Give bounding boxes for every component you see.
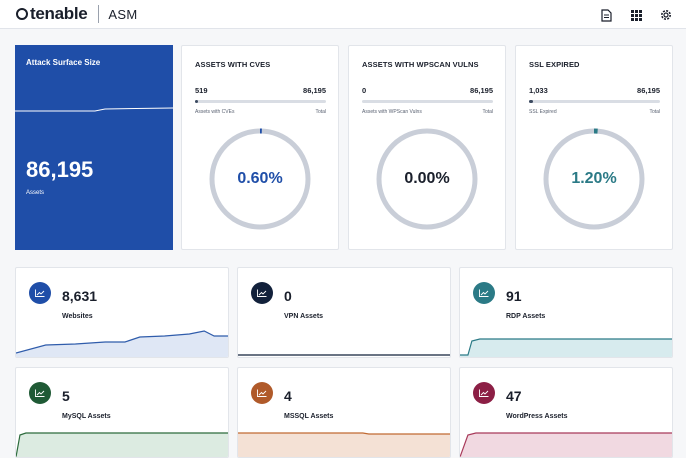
attack-surface-sparkline	[15, 107, 173, 112]
metric-label: VPN Assets	[284, 313, 324, 320]
progress-fill	[529, 100, 533, 103]
count-value: 519	[195, 86, 208, 95]
rdp-sparkline	[460, 338, 672, 357]
chart-icon	[251, 382, 273, 404]
metric-label: RDP Assets	[506, 313, 546, 320]
grid-icon[interactable]	[628, 7, 644, 23]
card-title: ASSETS WITH WPSCAN VULNS	[362, 60, 479, 69]
card-title: SSL EXPIRED	[529, 60, 580, 69]
attack-surface-sublabel: Assets	[26, 190, 45, 196]
total-value: 86,195	[303, 86, 326, 95]
product-name: ASM	[108, 6, 138, 22]
total-label: Total	[315, 109, 326, 115]
top-bar: tenable ASM	[0, 0, 686, 29]
chart-icon	[473, 282, 495, 304]
percentage-donut: 0.00%	[374, 126, 480, 232]
mssql-assets-card[interactable]: 4 MSSQL Assets	[237, 367, 451, 458]
logo-ring-icon	[16, 8, 28, 20]
metric-label: Websites	[62, 313, 93, 320]
websites-card[interactable]: 8,631 Websites	[15, 267, 229, 358]
chart-icon	[251, 282, 273, 304]
document-icon[interactable]	[598, 7, 614, 23]
attack-surface-card[interactable]: Attack Surface Size 86,195 Assets	[15, 45, 173, 250]
assets-with-wpscan-card[interactable]: ASSETS WITH WPSCAN VULNS 0 86,195 Assets…	[348, 45, 506, 250]
count-label: Assets with WPScan Vulns	[362, 109, 422, 115]
percentage-value: 0.60%	[237, 170, 283, 187]
progress-track	[195, 100, 326, 103]
metric-label: MySQL Assets	[62, 413, 111, 420]
count-value: 0	[362, 86, 367, 95]
chart-icon	[473, 382, 495, 404]
total-label: Total	[649, 109, 660, 115]
mysql-assets-card[interactable]: 5 MySQL Assets	[15, 367, 229, 458]
gear-icon[interactable]	[658, 7, 674, 23]
metric-label: WordPress Assets	[506, 413, 568, 420]
assets-with-cves-card[interactable]: ASSETS WITH CVES 519 86,195 Assets with …	[181, 45, 339, 250]
metric-value: 0	[284, 288, 292, 304]
mssql-sparkline	[238, 432, 450, 457]
vpn-assets-card[interactable]: 0 VPN Assets	[237, 267, 451, 358]
percentage-value: 0.00%	[404, 170, 450, 187]
chart-icon	[29, 382, 51, 404]
metric-value: 5	[62, 388, 70, 404]
progress-fill	[195, 100, 198, 103]
brand-name: tenable	[30, 4, 88, 23]
wordpress-assets-card[interactable]: 47 WordPress Assets	[459, 367, 673, 458]
attack-surface-value: 86,195	[26, 157, 94, 182]
count-label: Assets with CVEs	[195, 109, 235, 115]
chart-icon	[29, 282, 51, 304]
card-title: ASSETS WITH CVES	[195, 60, 271, 69]
rdp-assets-card[interactable]: 91 RDP Assets	[459, 267, 673, 358]
count-value: 1,033	[529, 86, 548, 95]
wordpress-sparkline	[460, 432, 672, 457]
websites-sparkline	[16, 330, 228, 357]
metric-value: 47	[506, 388, 522, 404]
progress-track	[362, 100, 493, 103]
progress-track	[529, 100, 660, 103]
percentage-donut: 1.20%	[541, 126, 647, 232]
attack-surface-title: Attack Surface Size	[26, 58, 101, 67]
percentage-donut: 0.60%	[207, 126, 313, 232]
count-label: SSL Expired	[529, 109, 557, 115]
metric-label: MSSQL Assets	[284, 413, 334, 420]
vpn-sparkline	[238, 354, 450, 356]
total-value: 86,195	[470, 86, 493, 95]
ssl-expired-card[interactable]: SSL EXPIRED 1,033 86,195 SSL Expired Tot…	[515, 45, 673, 250]
total-value: 86,195	[637, 86, 660, 95]
metric-value: 8,631	[62, 288, 98, 304]
metric-value: 91	[506, 288, 522, 304]
tenable-logo[interactable]: tenable	[16, 4, 88, 24]
header-divider	[98, 5, 100, 23]
mysql-sparkline	[16, 432, 228, 457]
percentage-value: 1.20%	[571, 170, 617, 187]
header-actions	[598, 7, 674, 23]
metric-value: 4	[284, 388, 292, 404]
total-label: Total	[482, 109, 493, 115]
